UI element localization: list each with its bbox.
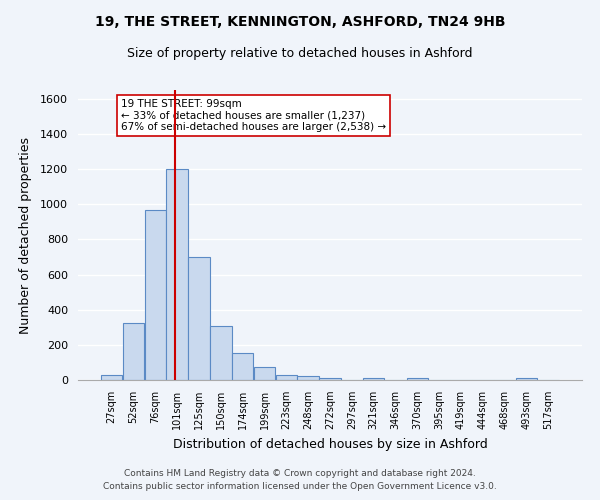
Bar xyxy=(145,210,166,380)
Y-axis label: Number of detached properties: Number of detached properties xyxy=(19,136,32,334)
Bar xyxy=(232,353,253,380)
Bar xyxy=(166,169,188,380)
Text: Size of property relative to detached houses in Ashford: Size of property relative to detached ho… xyxy=(127,48,473,60)
Text: Contains public sector information licensed under the Open Government Licence v3: Contains public sector information licen… xyxy=(103,482,497,491)
Bar xyxy=(123,323,144,380)
Bar xyxy=(254,367,275,380)
Text: 19, THE STREET, KENNINGTON, ASHFORD, TN24 9HB: 19, THE STREET, KENNINGTON, ASHFORD, TN2… xyxy=(95,15,505,29)
Bar xyxy=(188,257,209,380)
Bar xyxy=(275,374,297,380)
Bar xyxy=(516,378,537,380)
Bar xyxy=(210,326,232,380)
Bar xyxy=(298,376,319,380)
Text: 19 THE STREET: 99sqm
← 33% of detached houses are smaller (1,237)
67% of semi-de: 19 THE STREET: 99sqm ← 33% of detached h… xyxy=(121,98,386,132)
X-axis label: Distribution of detached houses by size in Ashford: Distribution of detached houses by size … xyxy=(173,438,487,450)
Bar xyxy=(319,378,341,380)
Bar xyxy=(407,378,428,380)
Bar xyxy=(363,378,385,380)
Text: Contains HM Land Registry data © Crown copyright and database right 2024.: Contains HM Land Registry data © Crown c… xyxy=(124,468,476,477)
Bar xyxy=(101,375,122,380)
